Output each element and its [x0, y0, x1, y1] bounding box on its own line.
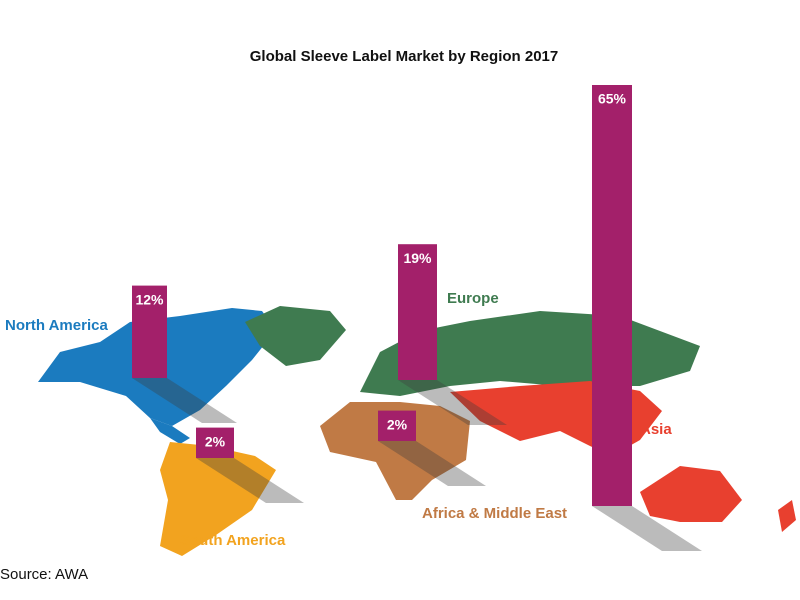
bar [132, 285, 167, 378]
value-label: 2% [205, 433, 226, 449]
region-label: Africa & Middle East [422, 505, 567, 522]
bar-shadow [592, 506, 702, 551]
value-label: 12% [135, 291, 164, 307]
bar [196, 427, 234, 458]
bar [592, 85, 632, 506]
bar [398, 244, 437, 380]
value-label: 19% [403, 250, 432, 266]
value-label: 2% [387, 416, 408, 432]
source-note: Source: AWA [0, 566, 88, 583]
map-australia [640, 466, 742, 522]
bar-shadow [196, 458, 304, 503]
region-label: Asia [640, 421, 672, 438]
chart-title: Global Sleeve Label Market by Region 201… [250, 48, 558, 65]
map-central-america [150, 418, 190, 444]
bar [378, 410, 416, 441]
region-label: South America [180, 532, 286, 549]
region-label: Europe [447, 290, 499, 307]
bar-shadow [378, 441, 486, 486]
map-greenland [245, 306, 346, 366]
value-label: 65% [598, 91, 627, 107]
region-label: North America [5, 317, 108, 334]
bar-shadow [398, 380, 507, 425]
map-south-america [160, 442, 276, 556]
map-africa [320, 402, 470, 500]
map-new-zealand [778, 500, 796, 532]
bar-shadow [132, 378, 237, 423]
